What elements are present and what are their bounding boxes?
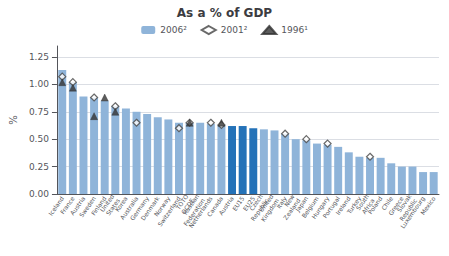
svg-text:Zealand: Zealand	[281, 197, 302, 221]
svg-text:Canada: Canada	[205, 195, 225, 218]
svg-text:Austria: Austria	[217, 195, 235, 217]
svg-text:Ireland: Ireland	[334, 195, 352, 216]
svg-text:%: %	[8, 115, 19, 125]
svg-text:As a % of GDP: As a % of GDP	[177, 6, 273, 20]
svg-text:Kingdom: Kingdom	[259, 197, 281, 223]
svg-text:Greece: Greece	[386, 195, 405, 217]
svg-text:1.00: 1.00	[29, 79, 49, 89]
svg-text:France: France	[58, 195, 76, 216]
svg-text:Luxembourg: Luxembourg	[398, 195, 426, 230]
svg-text:Korea: Korea	[113, 195, 129, 213]
svg-text:Japan: Japan	[293, 195, 310, 213]
svg-text:0.50: 0.50	[29, 134, 49, 144]
svg-text:Poland: Poland	[366, 195, 384, 216]
svg-text:Belgium: Belgium	[300, 195, 320, 220]
svg-text:Czech: Czech	[247, 193, 264, 212]
svg-text:Finland: Finland	[89, 195, 108, 217]
svg-text:0.00: 0.00	[29, 189, 49, 199]
svg-text:Chile: Chile	[379, 195, 395, 212]
svg-text:Norway: Norway	[152, 195, 172, 218]
svg-text:Sweden: Sweden	[77, 195, 97, 219]
svg-text:1996¹: 1996¹	[281, 25, 308, 35]
svg-text:Mexico: Mexico	[419, 195, 437, 216]
svg-text:South: South	[354, 193, 370, 212]
svg-text:Netherlands: Netherlands	[187, 195, 214, 229]
svg-text:TOTO: TOTO	[174, 193, 190, 211]
svg-text:Portugal: Portugal	[321, 195, 341, 220]
svg-text:United: United	[257, 193, 275, 214]
svg-text:Slovak: Slovak	[395, 193, 413, 214]
svg-text:New: New	[282, 193, 296, 208]
svg-text:Federation: Federation	[181, 197, 206, 228]
svg-text:Iceland: Iceland	[46, 195, 66, 217]
svg-text:Switzerland: Switzerland	[156, 195, 182, 228]
svg-text:0.75: 0.75	[29, 107, 49, 117]
svg-text:Denmark: Denmark	[139, 195, 161, 222]
svg-text:Austria: Austria	[68, 195, 87, 217]
svg-text:Republic: Republic	[397, 197, 419, 222]
svg-text:Russian: Russian	[181, 193, 201, 216]
svg-text:Italy: Italy	[274, 195, 288, 210]
svg-text:United: United	[98, 193, 116, 214]
svg-text:2006²: 2006²	[160, 25, 187, 35]
svg-text:2001²: 2001²	[221, 25, 248, 35]
svg-text:Turkey: Turkey	[345, 195, 363, 215]
svg-text:EU15: EU15	[230, 195, 246, 212]
svg-text:Hungary: Hungary	[310, 195, 331, 220]
svg-text:1.25: 1.25	[29, 52, 49, 62]
svg-text:0.25: 0.25	[29, 162, 49, 172]
svg-text:States: States	[104, 197, 121, 217]
svg-text:Australia: Australia	[118, 195, 140, 221]
svg-text:Germany: Germany	[128, 195, 150, 222]
